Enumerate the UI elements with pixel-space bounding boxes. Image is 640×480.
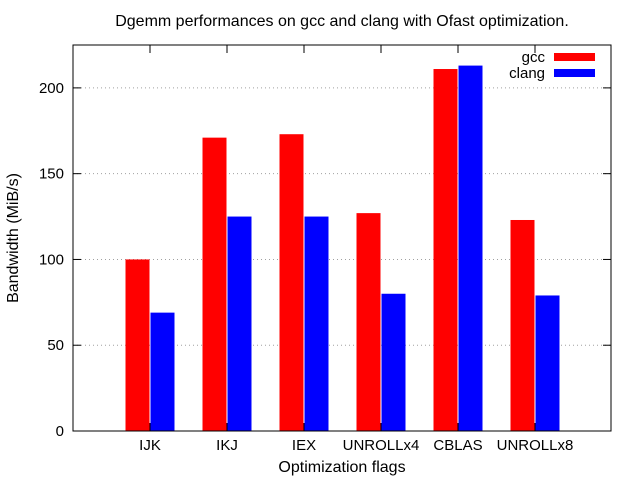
x-axis-ticks: IJK IKJ IEX UNROLLx4 CBLAS UNROLLx8: [139, 45, 573, 454]
x-tick-label: UNROLLx4: [343, 437, 420, 454]
bar-clang-IKJ: [227, 216, 252, 431]
bar-gcc-IKJ: [202, 137, 227, 431]
x-tick-label: UNROLLx8: [497, 437, 574, 454]
y-tick-label: 100: [39, 251, 64, 268]
x-axis-label: Optimization flags: [278, 459, 405, 476]
plot-frame: [72, 44, 612, 432]
y-axis-label: Bandwidth (MiB/s): [5, 173, 22, 303]
x-tick-label: IEX: [292, 437, 316, 454]
legend-swatch-clang: [554, 69, 595, 77]
legend-label-clang: clang: [509, 65, 545, 82]
bar-gcc-UNROLLx8: [510, 219, 535, 431]
bar-gcc-CBLAS: [433, 69, 458, 432]
x-tick-label: IKJ: [216, 437, 238, 454]
bar-clang-CBLAS: [458, 65, 483, 431]
y-tick-label: 0: [56, 423, 64, 440]
chart-title: Dgemm performances on gcc and clang with…: [115, 13, 569, 30]
y-tick-label: 150: [39, 166, 64, 183]
legend-label-gcc: gcc: [522, 49, 546, 66]
bar-clang-UNROLLx8: [535, 295, 560, 431]
y-tick-label: 200: [39, 80, 64, 97]
bar-gcc-IJK: [125, 259, 150, 431]
bar-gcc-UNROLLx4: [356, 213, 381, 431]
bar-clang-IEX: [304, 216, 329, 431]
x-tick-label: IJK: [139, 437, 161, 454]
y-tick-label: 50: [47, 337, 64, 354]
y-axis-ticks: 0 50 100 150 200: [39, 80, 611, 440]
bar-clang-UNROLLx4: [381, 293, 406, 431]
legend-swatch-gcc: [554, 53, 595, 61]
x-tick-label: CBLAS: [433, 437, 482, 454]
bar-gcc-IEX: [279, 134, 304, 431]
bar-clang-IJK: [150, 312, 175, 431]
bars: [125, 65, 560, 432]
